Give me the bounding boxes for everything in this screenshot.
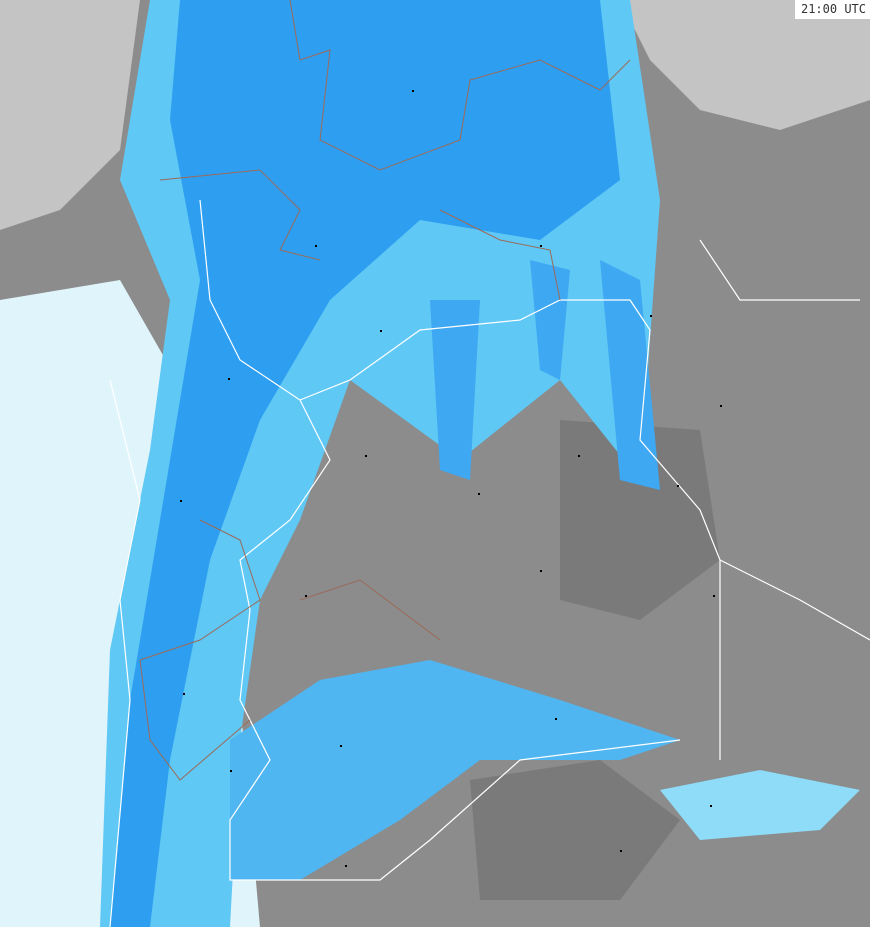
city-dot	[720, 405, 722, 407]
city-dot	[345, 865, 347, 867]
city-dot	[620, 850, 622, 852]
precip-southeast-patch	[660, 770, 860, 840]
city-dot	[183, 693, 185, 695]
city-dot	[677, 485, 679, 487]
city-dot	[710, 805, 712, 807]
city-dot	[340, 745, 342, 747]
city-dot	[650, 315, 652, 317]
city-dot	[315, 245, 317, 247]
timestamp-label: 21:00 UTC	[794, 0, 870, 19]
region-borders	[139, 0, 631, 781]
city-dot	[540, 570, 542, 572]
city-dot	[305, 595, 307, 597]
city-dot	[412, 90, 414, 92]
dark-land-southeast	[470, 760, 680, 900]
city-dot	[228, 378, 230, 380]
city-markers	[180, 90, 722, 867]
precip-east-streaks	[430, 260, 660, 490]
precip-core	[110, 0, 620, 927]
sea-area	[620, 0, 870, 130]
city-dot	[230, 770, 232, 772]
country-borders	[109, 199, 870, 927]
dark-land-east	[560, 420, 720, 620]
city-dot	[578, 455, 580, 457]
city-dot	[713, 595, 715, 597]
city-dot	[380, 330, 382, 332]
sea-area-west	[0, 0, 140, 230]
city-dot	[540, 245, 542, 247]
city-dot	[555, 718, 557, 720]
precip-south-band	[230, 660, 680, 880]
city-dot	[365, 455, 367, 457]
city-dot	[180, 500, 182, 502]
city-dot	[478, 493, 480, 495]
